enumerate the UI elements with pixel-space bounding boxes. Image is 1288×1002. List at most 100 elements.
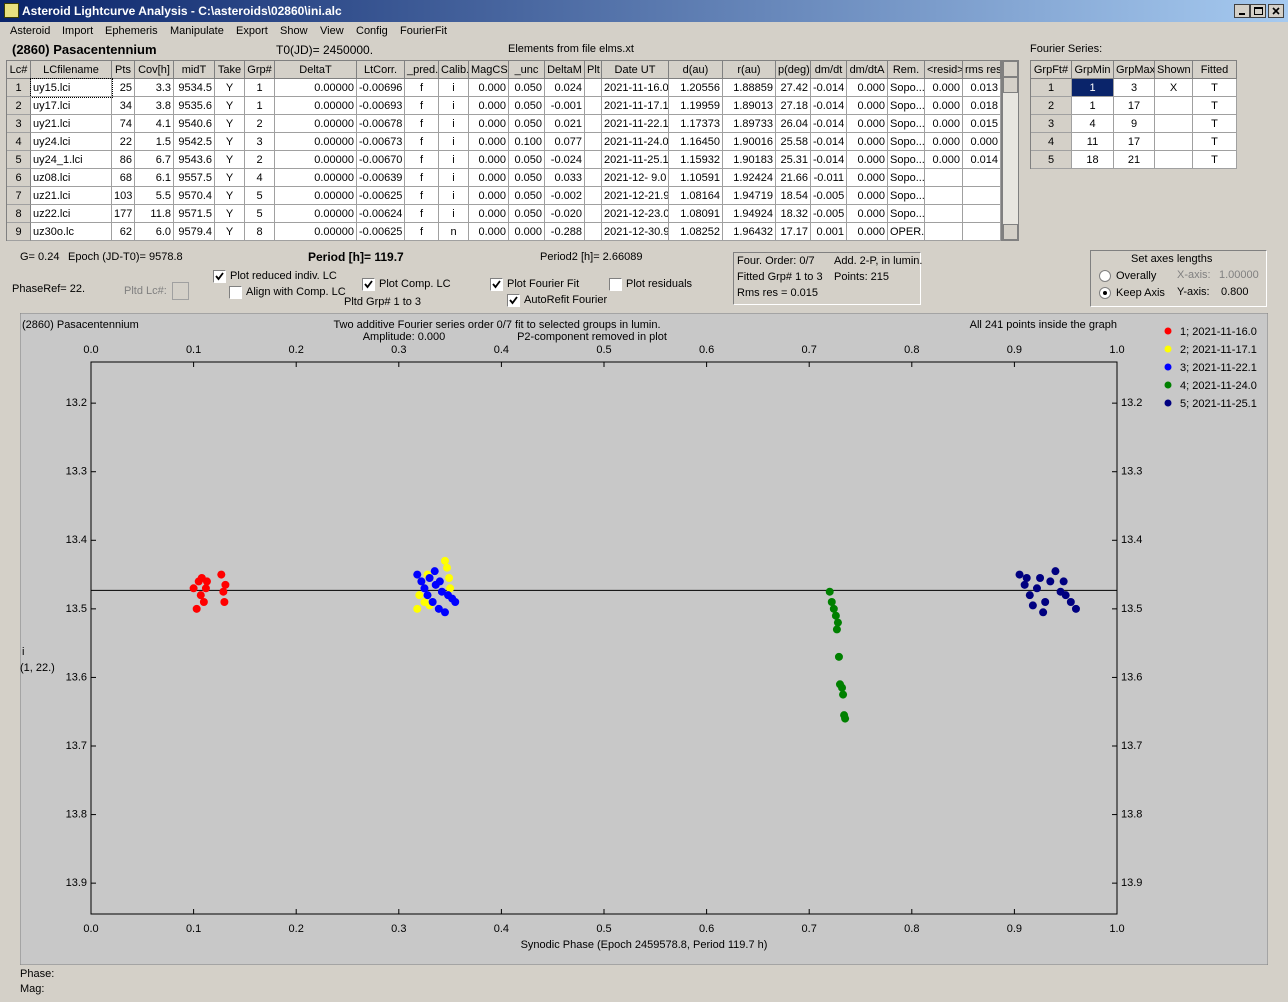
row-header[interactable]: 8 <box>7 205 31 223</box>
table-cell[interactable]: 0.050 <box>509 97 545 115</box>
table-cell[interactable]: 3 <box>1114 79 1155 97</box>
table-cell[interactable]: 34 <box>112 97 135 115</box>
row-header[interactable]: 3 <box>1031 115 1072 133</box>
table-cell[interactable]: 0.000 <box>847 151 888 169</box>
table-cell[interactable]: uz21.lci <box>31 187 112 205</box>
table-cell[interactable]: 0.000 <box>469 205 509 223</box>
row-header[interactable]: 6 <box>7 169 31 187</box>
table-cell[interactable]: Y <box>215 169 245 187</box>
table-cell[interactable]: Sopo... <box>888 79 925 97</box>
table-cell[interactable]: Sopo... <box>888 133 925 151</box>
table-cell[interactable]: 17.17 <box>776 223 811 241</box>
table-cell[interactable]: 22 <box>112 133 135 151</box>
table-cell[interactable]: -0.024 <box>545 151 585 169</box>
table-cell[interactable]: 1.90183 <box>723 151 776 169</box>
table-cell[interactable]: 2 <box>245 151 275 169</box>
table-cell[interactable]: 0.000 <box>469 133 509 151</box>
table-cell[interactable]: 0.000 <box>847 97 888 115</box>
table-cell[interactable]: 9542.5 <box>174 133 215 151</box>
table-cell[interactable] <box>1155 133 1193 151</box>
scroll-thumb[interactable] <box>1003 77 1018 93</box>
table-cell[interactable]: Sopo... <box>888 115 925 133</box>
table-cell[interactable]: 0.000 <box>469 115 509 133</box>
table-cell[interactable]: 18.32 <box>776 205 811 223</box>
table-cell[interactable]: 2021-11-17.1 <box>602 97 669 115</box>
column-header[interactable]: p(deg) <box>776 61 811 79</box>
table-cell[interactable]: 1.89733 <box>723 115 776 133</box>
column-header[interactable]: Rem. <box>888 61 925 79</box>
row-header[interactable]: 2 <box>1031 97 1072 115</box>
scroll-down[interactable] <box>1003 224 1018 240</box>
table-cell[interactable] <box>585 187 602 205</box>
table-cell[interactable]: 1.5 <box>135 133 174 151</box>
column-header[interactable]: Grp# <box>245 61 275 79</box>
table-cell[interactable]: 3 <box>245 133 275 151</box>
table-cell[interactable]: T <box>1193 151 1237 169</box>
table-cell[interactable]: f <box>405 169 439 187</box>
table-cell[interactable]: i <box>439 97 469 115</box>
table-cell[interactable]: 2021-12-23.0 <box>602 205 669 223</box>
table-cell[interactable]: 0.050 <box>509 115 545 133</box>
checkbox-label[interactable]: Plot residuals <box>626 278 693 290</box>
column-header[interactable]: Shown <box>1155 61 1193 79</box>
table-cell[interactable]: 2021-11-22.1 <box>602 115 669 133</box>
column-header[interactable]: GrpMin <box>1072 61 1114 79</box>
table-cell[interactable]: 0.00000 <box>275 223 357 241</box>
table-cell[interactable]: 1 <box>1072 79 1114 97</box>
table-cell[interactable] <box>963 187 1001 205</box>
radio[interactable] <box>1099 270 1111 282</box>
scrollbar[interactable] <box>1002 60 1019 241</box>
column-header[interactable]: GrpMax <box>1114 61 1155 79</box>
checkbox[interactable] <box>609 278 622 291</box>
table-cell[interactable] <box>585 79 602 97</box>
table-cell[interactable]: 0.00000 <box>275 97 357 115</box>
table-cell[interactable]: Y <box>215 205 245 223</box>
table-cell[interactable]: 21.66 <box>776 169 811 187</box>
table-cell[interactable]: 0.00000 <box>275 187 357 205</box>
column-header[interactable]: Take <box>215 61 245 79</box>
table-cell[interactable]: 0.050 <box>509 205 545 223</box>
table-cell[interactable]: 1.19959 <box>669 97 723 115</box>
checkbox-label[interactable]: Plot Fourier Fit <box>507 278 580 290</box>
table-cell[interactable]: Sopo... <box>888 151 925 169</box>
table-cell[interactable]: 0.000 <box>509 223 545 241</box>
column-header[interactable]: DeltaT <box>275 61 357 79</box>
table-cell[interactable]: 3.8 <box>135 97 174 115</box>
table-cell[interactable]: -0.014 <box>811 133 847 151</box>
table-cell[interactable]: f <box>405 187 439 205</box>
table-cell[interactable]: 0.00000 <box>275 151 357 169</box>
table-cell[interactable]: 1.10591 <box>669 169 723 187</box>
row-header[interactable]: 3 <box>7 115 31 133</box>
table-cell[interactable]: n <box>439 223 469 241</box>
table-cell[interactable]: 25.31 <box>776 151 811 169</box>
checkbox[interactable] <box>490 278 503 291</box>
table-cell[interactable]: 11 <box>1072 133 1114 151</box>
table-cell[interactable]: Sopo... <box>888 169 925 187</box>
row-header[interactable]: 5 <box>1031 151 1072 169</box>
table-cell[interactable]: -0.001 <box>545 97 585 115</box>
table-cell[interactable]: i <box>439 151 469 169</box>
table-cell[interactable]: 0.000 <box>925 115 963 133</box>
table-cell[interactable]: uy17.lci <box>31 97 112 115</box>
table-cell[interactable]: 26.04 <box>776 115 811 133</box>
menu-item[interactable]: View <box>320 25 344 37</box>
table-cell[interactable]: 0.050 <box>509 79 545 97</box>
table-cell[interactable]: -0.00625 <box>357 223 405 241</box>
checkbox-label[interactable]: Plot reduced indiv. LC <box>230 270 337 282</box>
checkbox-label[interactable]: AutoRefit Fourier <box>524 294 608 306</box>
table-cell[interactable]: 2 <box>245 115 275 133</box>
table-cell[interactable]: 8 <box>245 223 275 241</box>
table-cell[interactable]: 2021-12- 9.0 <box>602 169 669 187</box>
table-cell[interactable]: 0.00000 <box>275 205 357 223</box>
checkbox-label[interactable]: Plot Comp. LC <box>379 278 451 290</box>
table-cell[interactable]: 0.021 <box>545 115 585 133</box>
table-cell[interactable]: 1.17373 <box>669 115 723 133</box>
column-header[interactable]: Pts <box>112 61 135 79</box>
menu-item[interactable]: Config <box>356 25 388 37</box>
table-cell[interactable]: i <box>439 169 469 187</box>
table-cell[interactable]: 177 <box>112 205 135 223</box>
table-cell[interactable]: -0.00624 <box>357 205 405 223</box>
table-cell[interactable]: i <box>439 79 469 97</box>
row-header[interactable]: 2 <box>7 97 31 115</box>
table-cell[interactable]: 0.000 <box>847 187 888 205</box>
